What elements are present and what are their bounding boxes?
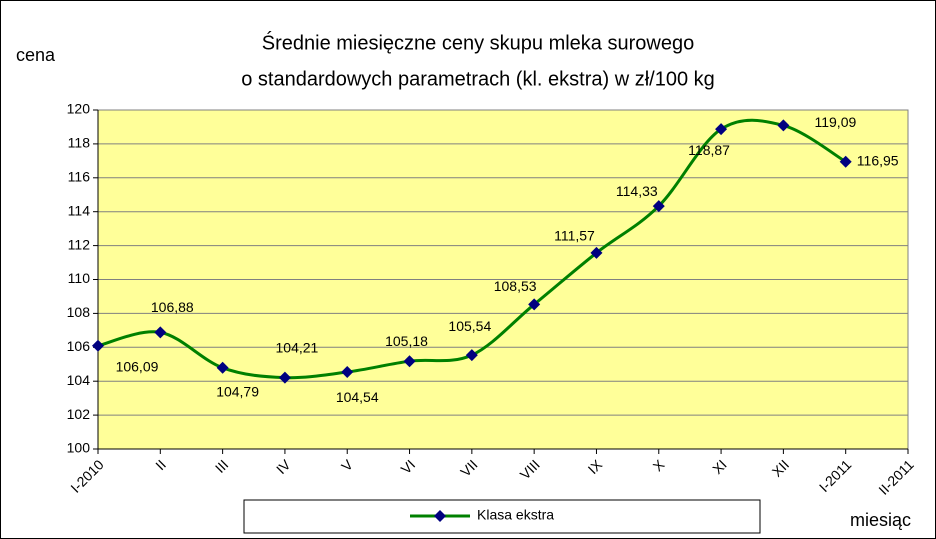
data-label: 119,09 [814,114,856,130]
data-point [403,355,416,368]
data-point [341,366,354,379]
data-label: 104,21 [276,339,319,355]
y-tick-label: 112 [68,236,91,252]
data-label: 104,79 [216,384,259,400]
data-point [652,200,665,213]
data-point [839,155,852,168]
data-label: 105,18 [385,333,428,349]
y-tick-label: 106 [67,338,91,354]
data-point [92,339,104,352]
data-label: 116,95 [857,152,899,168]
y-tick-label: 116 [68,169,91,185]
data-label: 114,33 [616,183,658,199]
legend-marker [434,510,446,522]
data-point [528,298,541,311]
data-point [590,246,603,259]
data-point [465,349,478,362]
y-tick-label: 100 [67,440,91,456]
y-tick-label: 108 [67,304,91,320]
legend-box [243,499,761,534]
y-tick-label: 102 [67,406,91,422]
data-point [777,119,790,132]
data-label: 118,87 [688,142,730,158]
data-point [216,361,229,374]
data-label: 111,57 [554,228,595,244]
data-label: 104,54 [336,389,379,405]
data-label: 106,88 [151,299,194,315]
data-point [715,123,728,136]
data-point [154,326,167,339]
y-tick-label: 110 [68,270,91,286]
chart-title-line: o standardowych parametrach (kl. ekstra)… [241,68,715,90]
data-point [278,371,291,384]
y-tick-label: 120 [67,101,91,117]
x-axis-title: miesiąc [850,510,911,530]
data-label: 108,53 [494,278,537,294]
legend-label: Klasa ekstra [477,507,554,523]
data-label: 105,54 [448,318,491,334]
y-axis-title: cena [16,45,56,65]
y-tick-label: 114 [68,202,91,218]
chart-title-line: Średnie miesięczne ceny skupu mleka suro… [262,30,694,54]
y-tick-label: 118 [68,135,91,151]
y-tick-label: 104 [67,372,91,388]
data-label: 106,09 [116,358,159,374]
